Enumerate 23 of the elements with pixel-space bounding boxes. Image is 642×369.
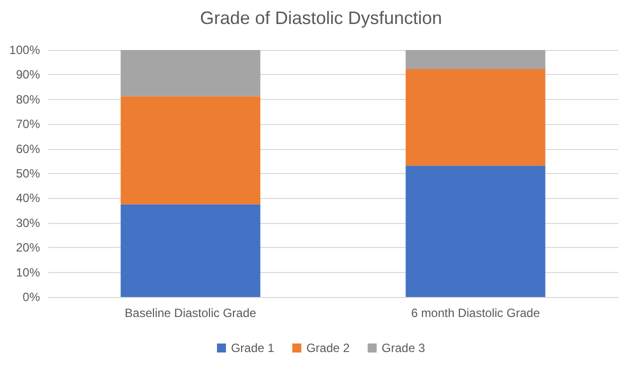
bar [120, 204, 260, 297]
bar [406, 69, 546, 166]
bar [120, 96, 260, 204]
y-tick-label: 40% [16, 191, 40, 206]
x-tick-label: Baseline Diastolic Grade [124, 306, 257, 320]
y-tick-label: 10% [16, 265, 40, 280]
legend-label: Grade 3 [382, 341, 426, 355]
y-tick-label: 20% [16, 240, 40, 255]
legend-label: Grade 1 [230, 341, 275, 355]
bar [120, 50, 260, 96]
y-tick-label: 60% [16, 142, 40, 156]
y-tick-label: 0% [22, 290, 40, 304]
bar [406, 166, 546, 297]
y-tick-label: 50% [16, 166, 40, 180]
y-tick-label: 80% [16, 92, 40, 106]
y-tick-label: 30% [16, 216, 40, 230]
legend-label: Grade 2 [306, 341, 350, 355]
bar [406, 50, 546, 70]
y-tick-label: 70% [16, 117, 40, 132]
x-tick-label: 6 month Diastolic Grade [411, 306, 540, 320]
y-tick-label: 100% [9, 43, 40, 57]
chart-title: Grade of Diastolic Dysfunction [200, 8, 442, 28]
y-tick-label: 90% [16, 68, 40, 82]
